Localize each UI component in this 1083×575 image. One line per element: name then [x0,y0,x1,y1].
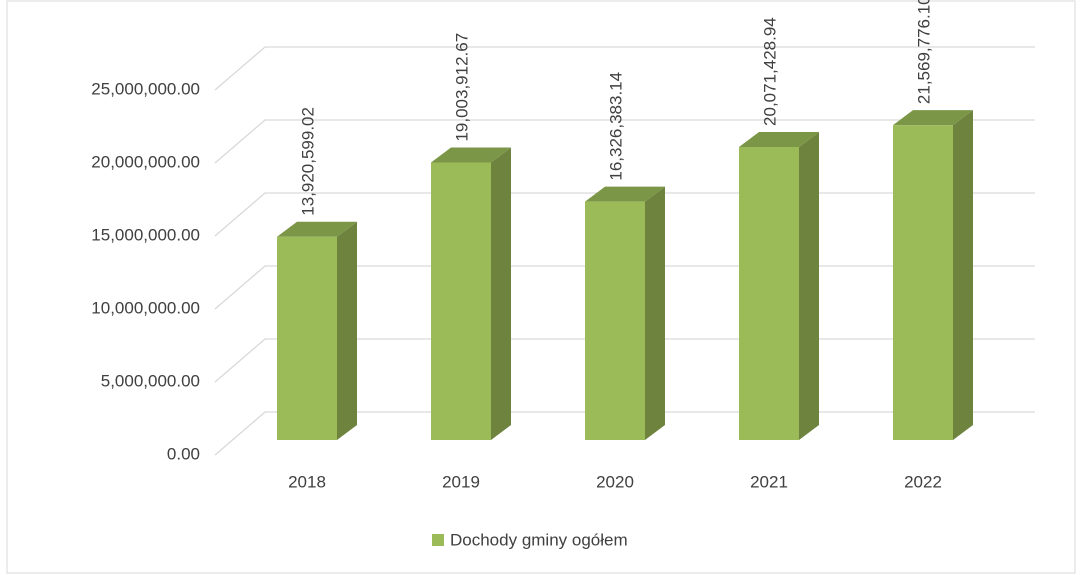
x-tick-label: 2022 [904,472,942,491]
bar [893,110,973,440]
bar [431,147,511,440]
data-label: 21,569,776.10 [914,0,933,104]
bar-front [739,146,799,440]
y-tick-label: 20,000,000.00 [91,152,200,171]
data-label: 20,071,428.94 [760,17,779,126]
bar-side [491,147,511,440]
bar-front [431,162,491,440]
bar-top [893,110,973,126]
x-tick-label: 2019 [442,472,480,491]
data-label: 16,326,383.14 [606,72,625,181]
y-tick-label: 5,000,000.00 [101,371,200,390]
y-tick-label: 15,000,000.00 [91,225,200,244]
data-label: 19,003,912.67 [452,33,471,142]
x-tick-label: 2020 [596,472,634,491]
bar-side [799,131,819,440]
legend-label: Dochody gminy ogółem [450,530,628,549]
y-tick-label: 25,000,000.00 [91,79,200,98]
y-tick-label: 10,000,000.00 [91,298,200,317]
bar-top [277,221,357,237]
bar-top [431,147,511,163]
bar-top [739,131,819,147]
bar-front [277,236,337,440]
x-tick-label: 2018 [288,472,326,491]
bar [585,186,665,440]
bar-front [585,201,645,440]
bar-top [585,186,665,202]
bar-side [953,110,973,440]
x-tick-label: 2021 [750,472,788,491]
bar-front [893,125,953,440]
bar-side [645,186,665,440]
bar [739,131,819,440]
bar [277,221,357,440]
grid-line [214,119,1035,164]
data-label: 13,920,599.02 [298,107,317,216]
grid-line [214,46,1035,91]
y-tick-label: 0.00 [167,444,200,463]
legend-swatch [432,534,444,546]
bar-side [337,221,357,440]
